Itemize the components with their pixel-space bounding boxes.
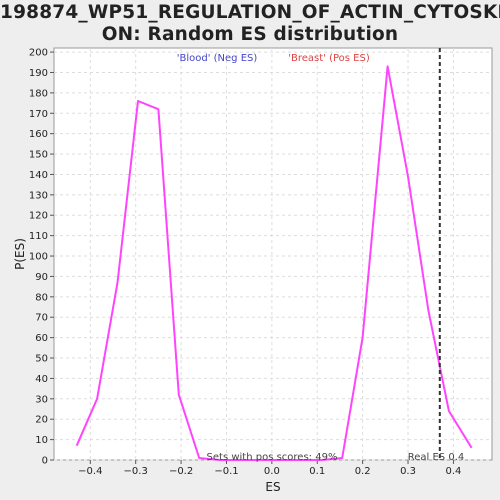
y-tick-label: 60 xyxy=(35,333,48,344)
x-tick-label: 0.2 xyxy=(355,466,371,477)
y-tick-label: 150 xyxy=(29,150,48,161)
y-axis-label: P(ES) xyxy=(13,238,27,270)
y-tick-label: 120 xyxy=(29,211,48,222)
y-tick-label: 170 xyxy=(29,109,48,120)
y-tick-label: 70 xyxy=(35,313,48,324)
y-tick-label: 130 xyxy=(29,190,48,201)
plot-background xyxy=(53,47,493,461)
x-tick-label: 0.1 xyxy=(309,466,325,477)
y-tick-label: 160 xyxy=(29,129,48,140)
y-tick-label: 190 xyxy=(29,68,48,79)
pos-scores-annotation: Sets with pos scores: 49% xyxy=(207,452,338,463)
pos-es-label: 'Breast' (Pos ES) xyxy=(288,53,370,64)
y-tick-label: 90 xyxy=(35,272,48,283)
y-axis-ticks: 0 10 20 30 40 50 60 70 80 90 100 110 120 130 140 150 160… xyxy=(29,48,54,467)
y-tick-label: 0 xyxy=(42,456,48,467)
y-tick-label: 110 xyxy=(29,231,48,242)
y-tick-label: 30 xyxy=(35,394,48,405)
y-tick-label: 20 xyxy=(35,415,48,426)
y-tick-label: 40 xyxy=(35,374,48,385)
chart-title-line-2: ON: Random ES distribution xyxy=(101,24,399,45)
y-tick-label: 140 xyxy=(29,170,48,181)
real-es-annotation: Real ES 0.4 xyxy=(408,452,464,463)
series-group xyxy=(75,65,473,461)
x-tick-label: −0.2 xyxy=(169,466,193,477)
x-axis-ticks: −0.4 −0.3 −0.2 −0.1 0.0 0.1 0.2 0.3 0.4 xyxy=(78,460,461,477)
x-tick-label: −0.3 xyxy=(124,466,148,477)
y-tick-label: 100 xyxy=(29,252,48,263)
y-tick-label: 200 xyxy=(29,48,48,59)
neg-es-label: 'Blood' (Neg ES) xyxy=(177,53,258,64)
y-tick-label: 10 xyxy=(35,435,48,446)
x-tick-label: 0.0 xyxy=(264,466,280,477)
chart-title-line-1: 198874_WP51_REGULATION_OF_ACTIN_CYTOSKEL… xyxy=(0,2,500,23)
es-distribution-line xyxy=(75,65,473,461)
x-axis-label: ES xyxy=(265,480,280,494)
y-tick-label: 50 xyxy=(35,354,48,365)
grid xyxy=(54,48,492,461)
x-tick-label: 0.3 xyxy=(400,466,416,477)
x-tick-label: 0.4 xyxy=(445,466,461,477)
x-tick-label: −0.1 xyxy=(214,466,238,477)
y-tick-label: 180 xyxy=(29,88,48,99)
y-tick-label: 80 xyxy=(35,292,48,303)
x-tick-label: −0.4 xyxy=(78,466,102,477)
chart-title: 198874_WP51_REGULATION_OF_ACTIN_CYTOSKEL… xyxy=(0,2,500,46)
